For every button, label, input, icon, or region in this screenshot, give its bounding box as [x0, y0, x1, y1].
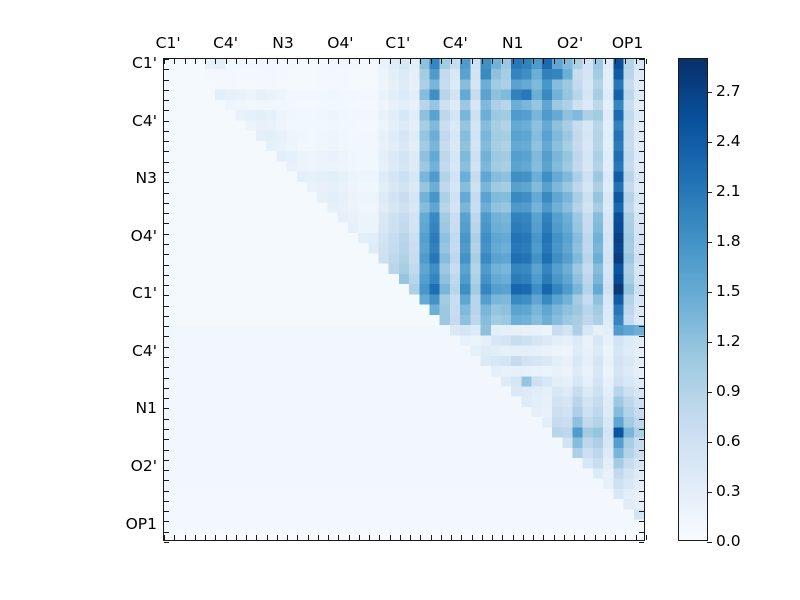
- colorbar-gradient: [679, 59, 707, 540]
- colorbar-tick-label: 1.5: [716, 282, 741, 301]
- x-tick-label: C1': [385, 34, 411, 52]
- y-tick-label: C4': [132, 111, 157, 130]
- heatmap-cells: [164, 59, 644, 540]
- colorbar-tick: [707, 442, 712, 444]
- x-tick-label: N1: [501, 34, 524, 52]
- y-tick-label: C1': [132, 54, 157, 73]
- colorbar-tick: [707, 142, 712, 144]
- colorbar-tick: [707, 342, 712, 344]
- y-tick-label: C1': [132, 284, 157, 303]
- x-tick-label: C1': [155, 34, 181, 52]
- colorbar-tick: [707, 242, 712, 244]
- colorbar-tick-label: 0.0: [716, 532, 741, 550]
- colorbar: [678, 58, 712, 543]
- y-tick-label: N1: [135, 399, 157, 418]
- x-tick-label: C4': [213, 34, 239, 52]
- colorbar-tick-label: 2.1: [716, 182, 741, 201]
- colorbar-tick-label: 0.9: [716, 382, 741, 401]
- y-tick-label: C4': [132, 341, 157, 360]
- y-tick-label: O4': [130, 226, 157, 245]
- colorbar-tick-label: 2.4: [716, 132, 741, 151]
- colorbar-tick: [707, 92, 712, 94]
- y-tick-label: OP1: [125, 514, 157, 533]
- colorbar-tick: [707, 542, 712, 543]
- heatmap-axes: [163, 58, 647, 543]
- colorbar-tick-label: 0.3: [716, 482, 741, 501]
- x-tick-label: O2': [556, 34, 584, 52]
- y-tick-label: N3: [135, 169, 157, 188]
- colorbar-tick-label: 1.8: [716, 232, 741, 251]
- colorbar-tick: [707, 292, 712, 294]
- x-tick-label: O4': [327, 34, 354, 52]
- x-tick-label: OP1: [611, 34, 644, 52]
- colorbar-tick: [707, 192, 712, 194]
- colorbar-tick-label: 1.2: [716, 332, 741, 351]
- colorbar-tick-label: 0.6: [716, 432, 741, 451]
- x-tick-label: C4': [442, 34, 468, 52]
- y-tick-label: O2': [130, 456, 157, 475]
- colorbar-tick: [707, 492, 712, 494]
- colorbar-tick: [707, 392, 712, 394]
- x-tick-label: N3: [272, 34, 294, 52]
- colorbar-tick-label: 2.7: [716, 82, 741, 101]
